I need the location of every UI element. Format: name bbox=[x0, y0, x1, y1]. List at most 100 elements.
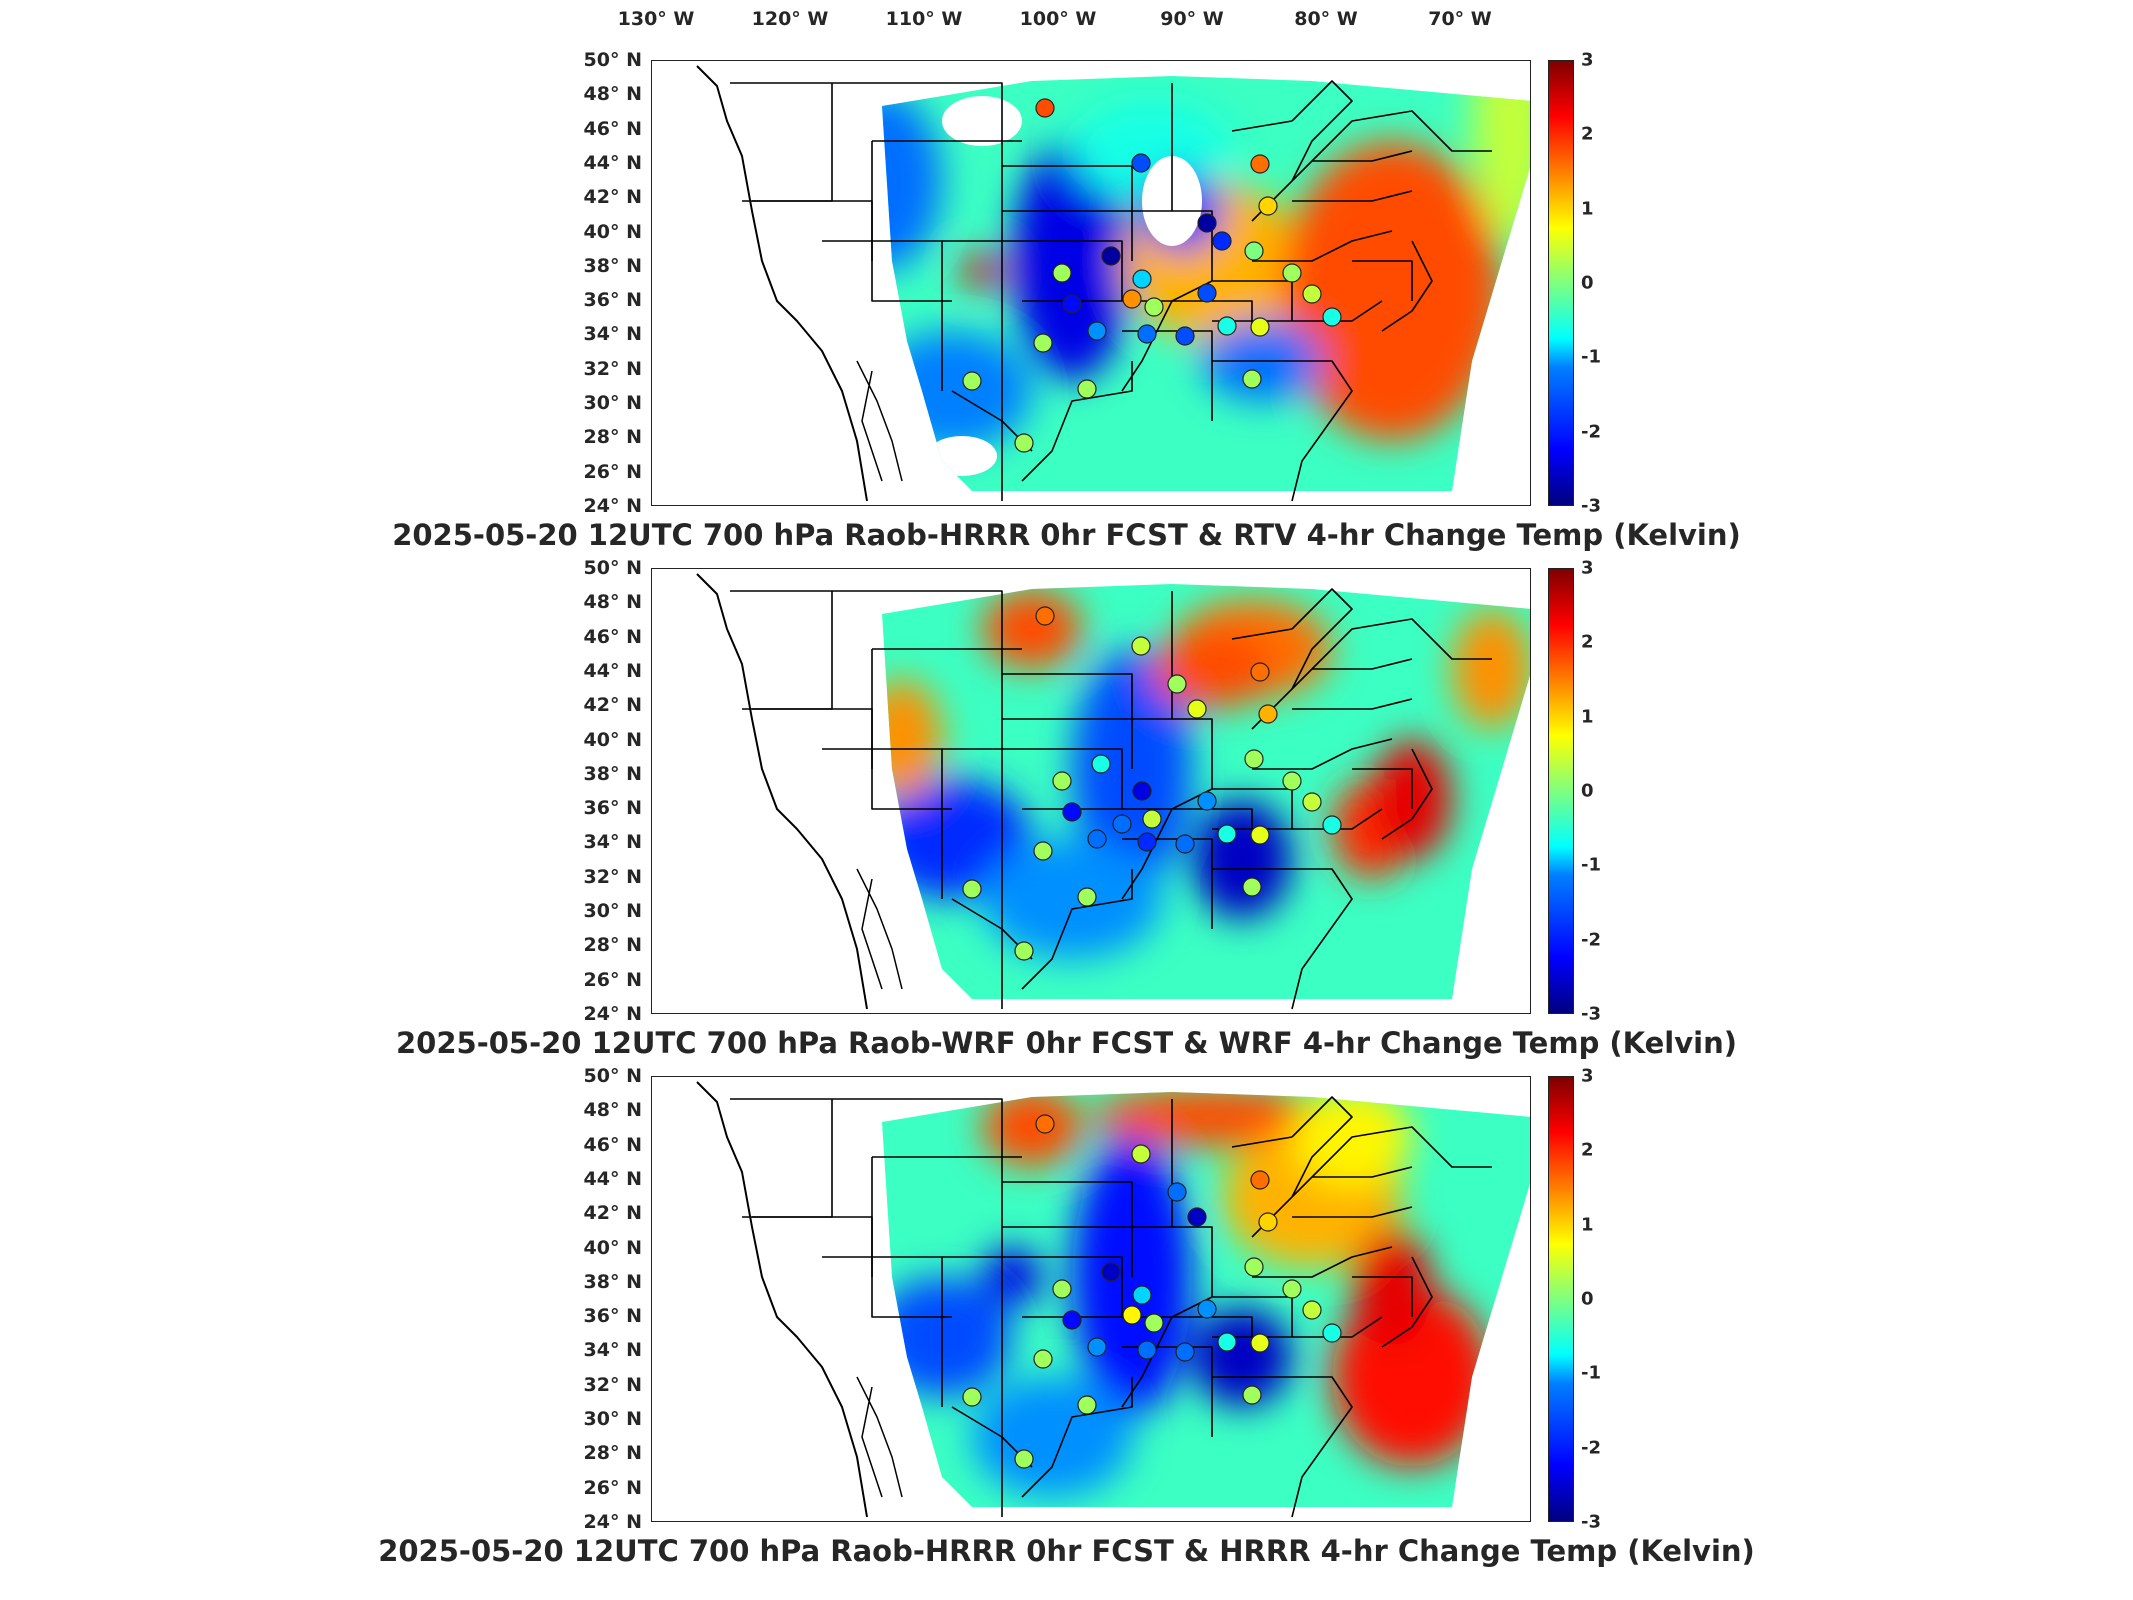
raob-station-marker bbox=[1187, 699, 1207, 719]
map-outlines bbox=[696, 573, 1492, 1010]
raob-station-marker bbox=[1250, 154, 1270, 174]
raob-station-marker bbox=[1187, 1207, 1207, 1227]
colorbar-tick: -1 bbox=[1581, 854, 1601, 876]
colorbar-tick: -2 bbox=[1581, 421, 1601, 443]
raob-station-marker bbox=[1167, 1182, 1187, 1202]
lat-label: 28° N bbox=[583, 934, 642, 957]
baja-coastline bbox=[856, 1376, 903, 1498]
lat-label: 44° N bbox=[583, 659, 642, 682]
raob-station-marker bbox=[1242, 877, 1262, 897]
lat-label: 24° N bbox=[583, 1511, 642, 1533]
raob-station-marker bbox=[1175, 1342, 1195, 1362]
baja-coastline bbox=[856, 360, 903, 482]
raob-station-marker bbox=[1322, 1323, 1342, 1343]
state-boundary bbox=[1381, 748, 1433, 840]
field-anomaly bbox=[1192, 799, 1292, 919]
raob-station-marker bbox=[1132, 269, 1152, 289]
panel-title: 2025-05-20 12UTC 700 hPa Raob-WRF 0hr FC… bbox=[395, 1026, 1737, 1060]
lat-label: 48° N bbox=[583, 83, 642, 106]
raob-station-marker bbox=[1175, 834, 1195, 854]
raob-station-marker bbox=[1014, 941, 1034, 961]
temperature-field-map bbox=[696, 573, 1530, 1010]
lat-label: 38° N bbox=[583, 254, 642, 277]
state-boundary bbox=[1251, 658, 1413, 730]
colorbar-tick: -3 bbox=[1581, 1511, 1601, 1533]
colorbar-tick: 3 bbox=[1581, 1065, 1594, 1087]
colorbar-tick: 0 bbox=[1581, 780, 1594, 802]
state-boundary bbox=[942, 748, 1123, 809]
raob-station-marker bbox=[1122, 289, 1142, 309]
state-boundary bbox=[742, 591, 833, 710]
lat-label: 40° N bbox=[583, 1236, 642, 1259]
state-boundary bbox=[1291, 1096, 1353, 1198]
colorbar-tick: -2 bbox=[1581, 1437, 1601, 1459]
raob-station-marker bbox=[1282, 1279, 1302, 1299]
raob-station-marker bbox=[1258, 196, 1278, 216]
raob-station-marker bbox=[1137, 324, 1157, 344]
raob-station-marker bbox=[1142, 809, 1162, 829]
raob-station-marker bbox=[1112, 814, 1132, 834]
field-anomaly bbox=[1012, 141, 1132, 381]
raob-station-marker bbox=[1302, 284, 1322, 304]
state-boundary bbox=[1021, 361, 1133, 482]
lat-label: 36° N bbox=[583, 289, 642, 312]
map-frame bbox=[651, 60, 1531, 506]
temperature-field-map bbox=[696, 65, 1530, 502]
raob-station-marker bbox=[1014, 1449, 1034, 1469]
raob-station-marker bbox=[1250, 825, 1270, 845]
latitude-axis: 50° N 48° N 46° N 44° N 42° N 40° N 38° N 36° N… bbox=[560, 1065, 650, 1533]
colorbar-tick: 1 bbox=[1581, 1214, 1594, 1236]
raob-station-marker bbox=[1244, 1257, 1264, 1277]
raob-station-marker bbox=[1197, 1299, 1217, 1319]
raob-station-marker bbox=[1052, 1279, 1072, 1299]
state-boundary bbox=[1291, 80, 1353, 182]
state-boundary bbox=[1311, 618, 1492, 670]
state-boundary bbox=[742, 83, 833, 202]
state-boundary bbox=[1311, 110, 1492, 162]
colorbar-tick: 2 bbox=[1581, 1139, 1594, 1161]
raob-stations bbox=[962, 98, 1342, 453]
raob-station-marker bbox=[1217, 316, 1237, 336]
raob-station-marker bbox=[1132, 781, 1152, 801]
colorbar-tick: -1 bbox=[1581, 1362, 1601, 1384]
raob-station-marker bbox=[1244, 241, 1264, 261]
lat-label: 24° N bbox=[583, 495, 642, 517]
colorbar-tick: 0 bbox=[1581, 1288, 1594, 1310]
temperature-field bbox=[882, 584, 1530, 999]
colorbar-tick: 3 bbox=[1581, 49, 1594, 71]
raob-station-marker bbox=[1087, 321, 1107, 341]
raob-station-marker bbox=[1250, 1170, 1270, 1190]
lon-label: 100° W bbox=[1019, 8, 1097, 30]
state-boundary bbox=[1251, 150, 1413, 222]
field-anomaly bbox=[882, 91, 942, 271]
lat-label: 50° N bbox=[583, 557, 642, 579]
missing-data-area bbox=[927, 436, 997, 476]
field-anomaly bbox=[1282, 141, 1502, 441]
state-boundary bbox=[1292, 1206, 1413, 1218]
lat-label: 50° N bbox=[583, 1065, 642, 1087]
raob-station-marker bbox=[1137, 832, 1157, 852]
state-boundary bbox=[1291, 588, 1353, 690]
state-boundary bbox=[1231, 628, 1293, 640]
state-boundary bbox=[752, 200, 952, 302]
raob-station-marker bbox=[1212, 231, 1232, 251]
state-boundary bbox=[1252, 230, 1393, 262]
raob-station-marker bbox=[1302, 792, 1322, 812]
state-boundary bbox=[1352, 260, 1413, 301]
state-boundary bbox=[1231, 120, 1293, 132]
colorbar-tick: -3 bbox=[1581, 495, 1601, 517]
lat-label: 40° N bbox=[583, 220, 642, 243]
raob-station-marker bbox=[1250, 662, 1270, 682]
colorbar-tick: -1 bbox=[1581, 346, 1601, 368]
state-boundary bbox=[1212, 1376, 1353, 1518]
panel-title: 2025-05-20 12UTC 700 hPa Raob-HRRR 0hr F… bbox=[392, 518, 1741, 552]
raob-station-marker bbox=[1217, 1332, 1237, 1352]
raob-station-marker bbox=[962, 1387, 982, 1407]
lat-label: 34° N bbox=[583, 323, 642, 346]
raob-station-marker bbox=[1014, 433, 1034, 453]
west-coastline bbox=[696, 65, 868, 502]
baja-coastline bbox=[856, 868, 903, 990]
lat-label: 42° N bbox=[583, 186, 642, 209]
lat-label: 44° N bbox=[583, 1167, 642, 1190]
lat-label: 28° N bbox=[583, 426, 642, 449]
